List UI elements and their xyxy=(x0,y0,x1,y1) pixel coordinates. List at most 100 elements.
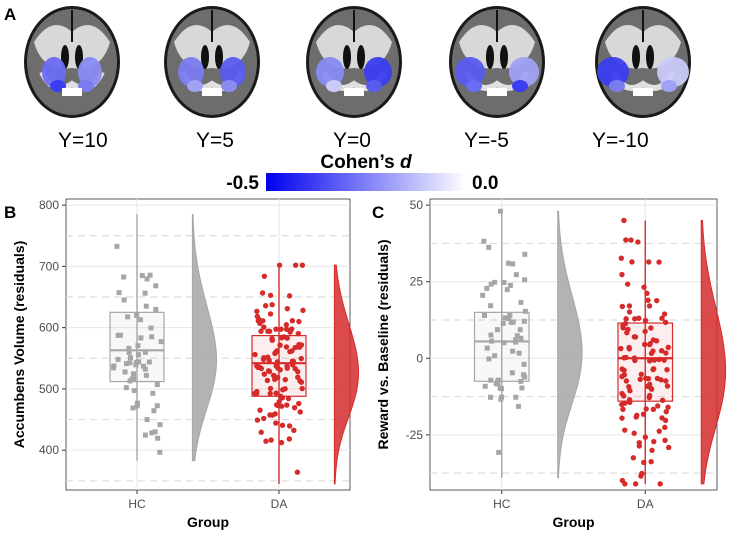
data-point xyxy=(282,376,289,383)
data-point xyxy=(298,355,304,362)
data-point xyxy=(142,349,148,355)
data-point xyxy=(486,244,492,250)
y-tick-label: 400 xyxy=(39,443,59,457)
data-point xyxy=(631,430,637,436)
data-point xyxy=(513,272,519,278)
data-point xyxy=(122,369,128,375)
data-point xyxy=(130,405,136,411)
data-point xyxy=(273,402,280,408)
data-point xyxy=(276,262,283,268)
data-point xyxy=(296,400,302,407)
effect-region xyxy=(220,57,246,87)
data-point xyxy=(267,390,273,397)
series-da xyxy=(251,262,360,485)
white-matter xyxy=(459,24,535,69)
data-point xyxy=(620,406,626,413)
data-point xyxy=(651,438,657,445)
data-point xyxy=(629,259,635,265)
data-point xyxy=(284,305,291,312)
data-point xyxy=(488,332,494,338)
x-axis-title: Group xyxy=(553,514,595,530)
effect-region xyxy=(178,57,204,87)
data-point xyxy=(657,481,663,487)
y-tick-label: 0 xyxy=(416,351,423,365)
data-point xyxy=(265,328,271,334)
data-point xyxy=(641,341,648,348)
data-point xyxy=(264,377,271,384)
brain-slice xyxy=(306,6,402,118)
data-point xyxy=(501,340,507,346)
data-point xyxy=(256,364,263,370)
data-point xyxy=(618,345,624,352)
data-point xyxy=(663,408,669,415)
data-point xyxy=(665,344,671,351)
data-point xyxy=(514,333,520,339)
data-point xyxy=(151,408,157,414)
data-point xyxy=(263,438,269,444)
data-point xyxy=(260,318,266,324)
data-point xyxy=(258,429,264,435)
x-tick-label: HC xyxy=(493,497,511,511)
data-point xyxy=(497,208,503,214)
data-point xyxy=(150,390,156,396)
data-point xyxy=(300,307,306,314)
data-point xyxy=(646,381,653,388)
ventricle xyxy=(215,45,223,69)
data-point xyxy=(505,260,511,266)
effect-region xyxy=(609,80,625,92)
data-point xyxy=(296,341,302,348)
data-point xyxy=(650,406,657,413)
data-point xyxy=(261,273,268,279)
y-tick-label: 600 xyxy=(39,321,59,335)
data-point xyxy=(515,403,521,409)
data-point xyxy=(278,439,285,446)
data-point xyxy=(486,356,492,362)
data-point xyxy=(135,352,141,358)
ventricle xyxy=(500,45,508,69)
data-point xyxy=(266,357,272,364)
data-point xyxy=(656,259,662,265)
data-point xyxy=(636,315,642,321)
box xyxy=(617,322,674,402)
basal-forebrain xyxy=(62,88,82,96)
data-point xyxy=(273,390,279,396)
data-point xyxy=(658,377,664,383)
data-point xyxy=(116,290,122,296)
data-point xyxy=(646,392,653,399)
data-point xyxy=(643,375,649,381)
data-point xyxy=(623,237,629,243)
data-point xyxy=(158,339,164,345)
data-point xyxy=(496,449,502,455)
data-point xyxy=(622,400,628,406)
data-point xyxy=(644,290,650,297)
data-point xyxy=(659,315,665,321)
data-point xyxy=(506,316,512,322)
panel-c-chart: -25 0 25 50 HC DA Group Reward vs. Baseline (re… xyxy=(375,198,727,530)
box xyxy=(109,311,165,383)
data-point xyxy=(626,309,633,315)
slice-label: Y=10 xyxy=(58,129,108,152)
data-point xyxy=(121,274,127,280)
basal-forebrain xyxy=(487,88,507,96)
effect-region xyxy=(187,80,203,92)
brain-slice xyxy=(449,6,545,118)
data-point xyxy=(480,292,486,298)
data-point xyxy=(521,361,527,367)
data-point xyxy=(650,337,656,343)
data-point xyxy=(254,417,261,423)
data-point xyxy=(278,326,284,332)
effect-region xyxy=(316,57,344,87)
data-point xyxy=(135,343,141,349)
data-point xyxy=(509,370,515,376)
data-point xyxy=(646,341,653,348)
data-point xyxy=(284,363,290,369)
data-point xyxy=(295,330,302,337)
y-tick-label: 50 xyxy=(410,198,424,212)
data-point xyxy=(623,378,630,384)
data-point xyxy=(295,368,301,375)
data-point xyxy=(121,297,127,303)
effect-region xyxy=(221,80,237,92)
series-hc xyxy=(109,213,218,462)
data-point xyxy=(255,318,261,324)
